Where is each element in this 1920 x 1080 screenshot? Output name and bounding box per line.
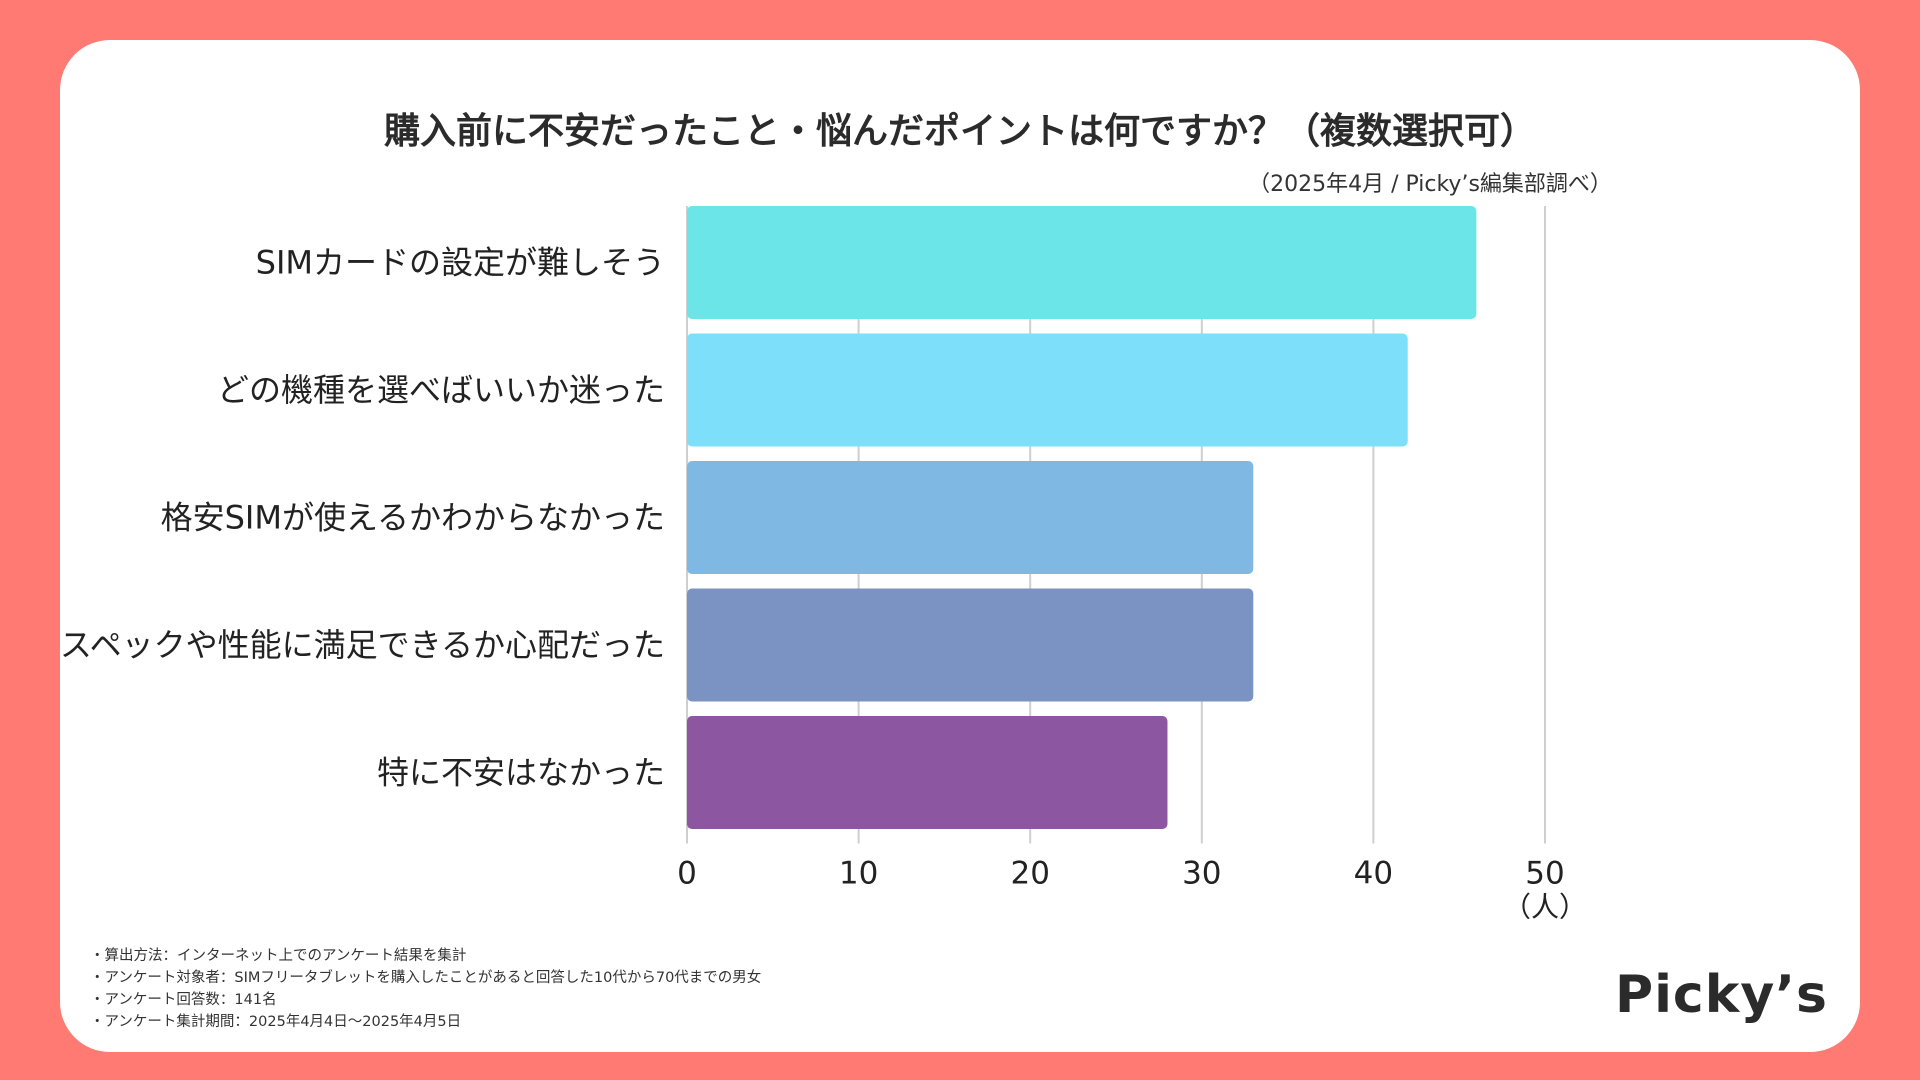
- tick-label-0: 0: [677, 856, 697, 892]
- tick-label-50: 50: [1525, 856, 1564, 892]
- category-label-0: SIMカードの設定が難しそう: [256, 244, 665, 282]
- category-label-4: 特に不安はなかった: [377, 754, 665, 792]
- bar-chart: SIMカードの設定が難しそうどの機種を選べばいいか迷った格安SIMが使えるかわか…: [60, 206, 1587, 924]
- note-count: ・アンケート回答数：141名: [90, 992, 277, 1008]
- note-period: ・アンケート集計期間：2025年4月4日〜2025年4月5日: [90, 1014, 462, 1030]
- tick-label-20: 20: [1010, 856, 1049, 892]
- bar-4: [687, 716, 1168, 829]
- bar-1: [687, 333, 1408, 447]
- category-label-3: スペックや性能に満足できるか心配だった: [60, 626, 665, 664]
- tick-label-10: 10: [839, 856, 878, 892]
- bar-0: [687, 206, 1477, 319]
- category-label-2: 格安SIMが使えるかわからなかった: [161, 499, 665, 537]
- note-method: ・算出方法：インターネット上でのアンケート結果を集計: [90, 948, 467, 964]
- chart-source: （2025年4月 / Picky’s編集部調べ）: [1248, 172, 1612, 197]
- category-label-1: どの機種を選べばいいか迷った: [217, 371, 665, 409]
- tick-label-30: 30: [1182, 856, 1221, 892]
- bar-2: [687, 461, 1254, 574]
- pickys-logo: Picky’s: [1615, 965, 1828, 1025]
- bar-3: [687, 588, 1254, 702]
- chart-card: 購入前に不安だったこと・悩んだポイントは何ですか？（複数選択可） （2025年4…: [60, 40, 1860, 1052]
- survey-notes: ・算出方法：インターネット上でのアンケート結果を集計 ・アンケート対象者：SIM…: [90, 945, 761, 1033]
- x-axis-unit: （人）: [1503, 891, 1587, 924]
- note-target: ・アンケート対象者：SIMフリータブレットを購入したことがあると回答した10代か…: [90, 970, 762, 986]
- chart-title: 購入前に不安だったこと・悩んだポイントは何ですか？（複数選択可）: [383, 111, 1536, 152]
- tick-label-40: 40: [1354, 856, 1393, 892]
